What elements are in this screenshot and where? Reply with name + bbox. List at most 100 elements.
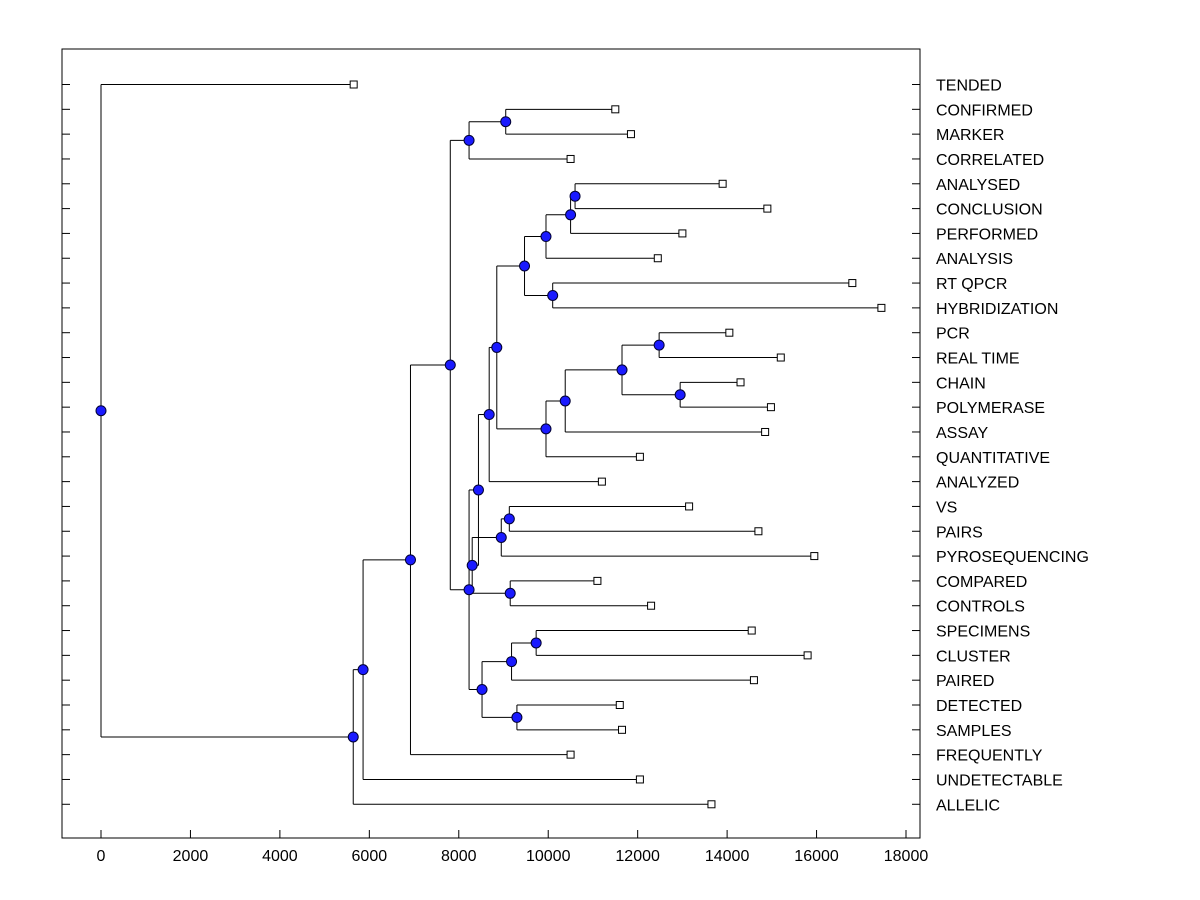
x-tick-label: 8000 <box>441 848 477 865</box>
merge-node <box>476 683 488 695</box>
leaf-label: HYBRIDIZATION <box>936 301 1058 318</box>
leaf-label: ANALYSED <box>936 177 1020 194</box>
leaf-marker <box>635 452 644 461</box>
merge-node <box>483 409 495 421</box>
merge-node <box>491 341 503 353</box>
merge-node <box>463 134 475 146</box>
leaf-label: PCR <box>936 326 970 343</box>
leaf-marker <box>761 427 770 436</box>
merge-node <box>565 209 577 221</box>
leaf-label: PERFORMED <box>936 226 1038 243</box>
leaf-label: CHAIN <box>936 375 986 392</box>
leaf-marker <box>626 130 635 139</box>
leaf-marker <box>749 676 758 685</box>
leaf-label: TENDED <box>936 78 1002 95</box>
leaf-label: POLYMERASE <box>936 400 1045 417</box>
leaf-label: REAL TIME <box>936 351 1020 368</box>
leaf-label: SPECIMENS <box>936 624 1030 641</box>
leaf-label: RT QPCR <box>936 276 1007 293</box>
leaf-label: PAIRED <box>936 673 994 690</box>
x-tick-label: 4000 <box>262 848 298 865</box>
x-tick-label: 0 <box>97 848 106 865</box>
merge-node <box>357 664 369 676</box>
merge-node <box>674 389 686 401</box>
x-tick-label: 18000 <box>884 848 929 865</box>
leaf-label: UNDETECTABLE <box>936 772 1063 789</box>
leaf-label: CONFIRMED <box>936 102 1033 119</box>
merge-node <box>569 190 581 202</box>
leaf-marker <box>635 775 644 784</box>
leaf-marker <box>877 303 886 312</box>
merge-node <box>347 731 359 743</box>
leaf-label: QUANTITATIVE <box>936 450 1050 467</box>
merge-node <box>559 395 571 407</box>
leaf-marker <box>848 279 857 288</box>
merge-node <box>530 637 542 649</box>
merge-node <box>500 116 512 128</box>
node-group <box>95 116 686 743</box>
leaf-marker <box>349 80 358 89</box>
leaf-marker <box>678 229 687 238</box>
leaf-marker <box>685 502 694 511</box>
merge-node <box>616 364 628 376</box>
leaf-marker <box>754 527 763 536</box>
leaf-marker <box>747 626 756 635</box>
leaf-marker <box>776 353 785 362</box>
leaf-marker <box>653 254 662 263</box>
leaf-marker <box>593 576 602 585</box>
leaf-marker <box>766 403 775 412</box>
leaf-label: CONTROLS <box>936 599 1025 616</box>
merge-node <box>504 587 516 599</box>
merge-node <box>444 359 456 371</box>
merge-node <box>506 656 518 668</box>
leaf-label: ANALYZED <box>936 475 1019 492</box>
merge-node <box>95 405 107 417</box>
merge-node <box>472 484 484 496</box>
leaf-marker <box>725 328 734 337</box>
leaf-marker <box>611 105 620 114</box>
leaf-label: SAMPLES <box>936 723 1012 740</box>
leaf-marker <box>763 204 772 213</box>
leaf-label: FREQUENTLY <box>936 748 1043 765</box>
leaf-marker <box>615 701 624 709</box>
leaf-label: PYROSEQUENCING <box>936 549 1089 566</box>
leaf-label: ALLELIC <box>936 797 1000 814</box>
leaf-label: CLUSTER <box>936 648 1011 665</box>
merge-node <box>466 559 478 571</box>
merge-node <box>503 513 515 525</box>
leaf-marker <box>566 154 575 163</box>
x-tick-label: 16000 <box>794 848 839 865</box>
merge-node <box>495 531 507 543</box>
merge-node <box>463 584 475 596</box>
merge-node <box>547 289 559 301</box>
x-tick-label: 12000 <box>615 848 660 865</box>
x-tick-label: 6000 <box>352 848 388 865</box>
leaf-marker <box>647 601 656 610</box>
link-group <box>100 84 882 805</box>
leaf-label: MARKER <box>936 127 1004 144</box>
tick-group: 0 2000 4000 6000 8000 10000 12000 14000 16000 180… <box>62 84 929 865</box>
plot-frame <box>61 48 921 839</box>
leaf-label: COMPARED <box>936 574 1027 591</box>
x-tick-label: 2000 <box>173 848 209 865</box>
leaf-label: CORRELATED <box>936 152 1044 169</box>
leaf-marker <box>597 477 606 486</box>
x-tick-label: 14000 <box>705 848 750 865</box>
x-tick-label: 10000 <box>526 848 571 865</box>
merge-node <box>519 260 531 272</box>
merge-node <box>540 423 552 435</box>
label-group: TENDED CONFIRMED MARKER CORRELATED ANALYSED C… <box>936 78 1089 815</box>
leaf-label: ASSAY <box>936 425 989 442</box>
leaf-label: ANALYSIS <box>936 251 1013 268</box>
leaf-label: PAIRS <box>936 524 983 541</box>
leaf-label: CONCLUSION <box>936 202 1043 219</box>
leaf-marker <box>618 725 627 734</box>
leaf-marker <box>707 800 716 809</box>
leaf-marker <box>736 378 745 387</box>
merge-node <box>511 711 523 723</box>
leaf-label: DETECTED <box>936 698 1022 715</box>
leaf-marker <box>803 651 812 660</box>
leaf-marker <box>810 552 819 561</box>
leaf-label: VS <box>936 499 957 516</box>
leaf-marker <box>718 179 727 188</box>
